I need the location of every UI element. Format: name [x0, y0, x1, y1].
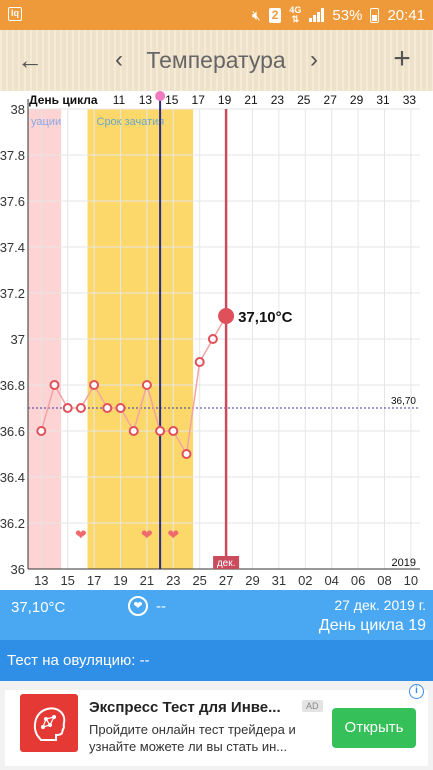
chart-canvas[interactable]: уации Срок зачатия 36 36.2 36.4 36.6 36.8 37 37.… [0, 91, 433, 590]
y-tick-label: 37.4 [0, 240, 25, 255]
next-chevron-icon[interactable]: › [310, 46, 318, 73]
data-point[interactable] [49, 380, 60, 390]
page-title: Температура [146, 47, 286, 73]
x-tick-label: 15 [60, 573, 74, 588]
mute-icon: 🔇︎ [251, 6, 261, 23]
top-axis-label: 13 [139, 93, 153, 107]
add-icon[interactable]: + [393, 42, 411, 75]
y-tick-label: 37.6 [0, 194, 25, 209]
ad-logo-head-icon [20, 694, 78, 752]
top-axis-label: 31 [376, 93, 390, 107]
x-tick-label: 17 [87, 573, 101, 588]
month-tag [213, 556, 240, 569]
month-label: дек. [217, 558, 236, 569]
battery-percent: 53% [332, 6, 363, 24]
heart-icon: ❤ [128, 596, 148, 616]
previous-chevron-icon[interactable]: ‹ [115, 46, 123, 73]
x-tick-label: 21 [140, 573, 154, 588]
x-tick-label: 02 [298, 573, 312, 588]
data-point[interactable] [181, 449, 192, 459]
battery-icon [370, 7, 380, 23]
ad-headline: Экспресс Тест для Инве... [89, 699, 281, 716]
sex-value: -- [156, 598, 166, 615]
heart-marker-icon: ❤ [141, 528, 153, 544]
data-point[interactable] [115, 403, 126, 413]
selected-point-label: 37,10°C [238, 309, 293, 326]
y-tick-label: 36 [11, 562, 25, 577]
top-axis-label: 25 [297, 93, 311, 107]
signal-icon [309, 8, 325, 22]
back-arrow-icon[interactable]: ← [17, 45, 43, 75]
heart-marker-icon: ❤ [75, 528, 87, 544]
selected-date: 27 дек. 2019 г. [334, 597, 426, 613]
selected-point[interactable] [218, 308, 235, 324]
y-tick-label: 37.8 [0, 148, 25, 163]
x-tick-label: 08 [377, 573, 391, 588]
y-tick-label: 37.2 [0, 286, 25, 301]
data-point[interactable] [75, 403, 86, 413]
top-axis-label: 17 [192, 93, 206, 107]
data-point[interactable] [168, 426, 179, 436]
y-tick-label: 38 [11, 102, 25, 117]
x-tick-label: 25 [192, 573, 206, 588]
y-tick-label: 36.2 [0, 516, 25, 531]
top-axis-label: 33 [403, 93, 417, 107]
baseline-label: 36,70 [391, 396, 416, 407]
x-tick-label: 19 [113, 573, 127, 588]
top-axis-label: 29 [350, 93, 364, 107]
ad-open-button[interactable]: Открыть [332, 708, 416, 748]
ad-info-icon[interactable]: i [409, 684, 424, 699]
ad-body: Пройдите онлайн тест трейдера и узнайте … [89, 722, 296, 754]
top-axis-title: День цикла [29, 93, 98, 107]
heart-marker-icon: ❤ [167, 528, 179, 544]
data-point[interactable] [128, 426, 139, 436]
y-tick-label: 36.6 [0, 424, 25, 439]
app-bar: ← ‹ Температура › + [0, 30, 433, 91]
data-point[interactable] [102, 403, 113, 413]
day-info-bar: 37,10°C ❤ -- 27 дек. 2019 г. День цикла … [0, 590, 433, 640]
ovulation-test-bar[interactable]: Тест на овуляцию: -- [0, 640, 433, 681]
x-tick-label: 13 [34, 573, 48, 588]
ad-banner[interactable]: Экспресс Тест для Инве... AD Пройдите он… [0, 681, 433, 770]
top-axis-label: 23 [271, 93, 285, 107]
x-tick-label: 04 [324, 573, 338, 588]
x-tick-label: 31 [272, 573, 286, 588]
cycle-day: День цикла 19 [318, 617, 426, 634]
zone-label: уации [31, 116, 61, 128]
data-point[interactable] [36, 426, 47, 436]
data-point[interactable] [207, 334, 218, 344]
data-point[interactable] [62, 403, 73, 413]
top-axis-label: 27 [324, 93, 338, 107]
app-notification-icon: Iq [8, 7, 22, 21]
y-tick-label: 36.8 [0, 378, 25, 393]
clock: 20:41 [387, 6, 425, 24]
x-tick-label: 06 [351, 573, 365, 588]
sim-badge: 2 [268, 7, 282, 23]
ad-card[interactable]: Экспресс Тест для Инве... AD Пройдите он… [5, 684, 428, 766]
x-tick-label: 27 [219, 573, 233, 588]
x-tick-label: 23 [166, 573, 180, 588]
top-axis-label: 21 [244, 93, 258, 107]
data-point[interactable] [141, 380, 152, 390]
data-point[interactable] [89, 380, 100, 390]
zone-label: Срок зачатия [97, 116, 165, 128]
data-point[interactable] [194, 357, 205, 367]
data-point[interactable] [155, 426, 166, 436]
ad-badge: AD [302, 700, 323, 712]
today-marker [155, 91, 166, 101]
ovulation-test-text: Тест на овуляцию: -- [7, 652, 150, 669]
top-axis-label: 11 [113, 93, 126, 107]
top-axis-label: 19 [218, 93, 232, 107]
network-type-icon: 4G ⇅ [289, 5, 302, 24]
year-label: 2019 [392, 557, 416, 569]
status-bar: Iq 🔇︎ 2 4G ⇅ 53% 20:41 [0, 0, 433, 30]
x-tick-label: 29 [245, 573, 259, 588]
selected-temperature: 37,10°C [11, 599, 66, 616]
x-tick-label: 10 [404, 573, 418, 588]
y-tick-label: 36.4 [0, 470, 25, 485]
temperature-chart[interactable]: уации Срок зачатия 36 36.2 36.4 36.6 36.8 37 37.… [0, 91, 433, 590]
top-axis-label: 15 [165, 93, 179, 107]
y-tick-label: 37 [11, 332, 25, 347]
